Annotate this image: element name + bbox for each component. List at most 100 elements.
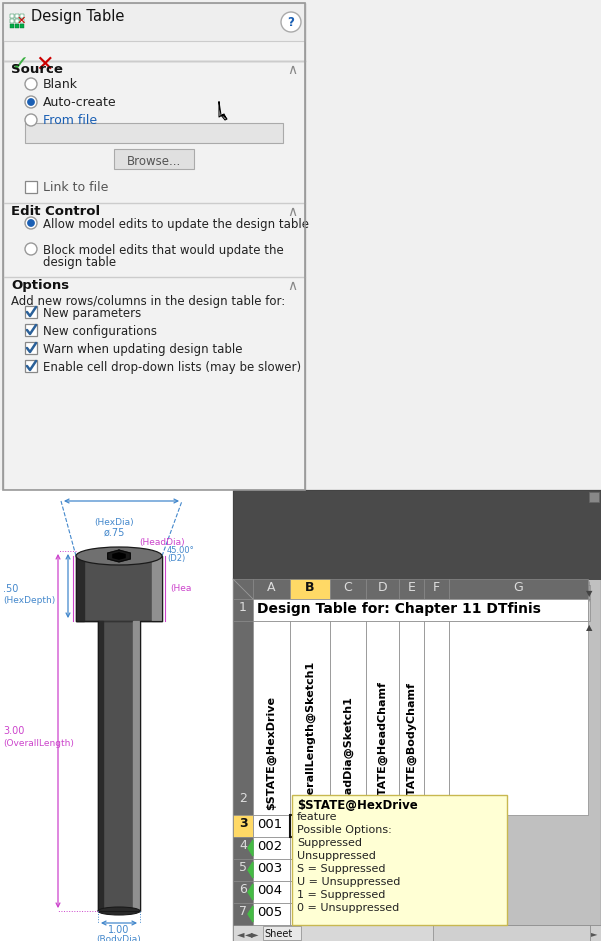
Text: Allow model edits to update the design table: Allow model edits to update the design t… bbox=[43, 218, 309, 231]
Text: ø.75: ø.75 bbox=[103, 528, 124, 538]
Bar bbox=[366, 881, 399, 903]
Text: Design Table for: Chapter 11 DTfinis: Design Table for: Chapter 11 DTfinis bbox=[257, 602, 541, 616]
Polygon shape bbox=[248, 884, 253, 900]
Text: HeadDia@Sketch1: HeadDia@Sketch1 bbox=[343, 696, 353, 810]
Bar bbox=[253, 621, 290, 815]
Text: 1 = Suppressed: 1 = Suppressed bbox=[297, 890, 385, 900]
Bar bbox=[15, 24, 19, 28]
Bar bbox=[0, 490, 601, 941]
Bar bbox=[10, 24, 14, 28]
Text: ►: ► bbox=[591, 929, 597, 938]
Text: ◄: ◄ bbox=[237, 929, 245, 939]
Bar bbox=[424, 621, 449, 815]
Text: 4: 4 bbox=[239, 839, 247, 852]
Text: 3.00: 3.00 bbox=[3, 726, 25, 736]
Bar bbox=[424, 881, 449, 903]
Text: S: S bbox=[294, 862, 302, 875]
Bar bbox=[424, 903, 449, 925]
Bar bbox=[233, 837, 253, 859]
Circle shape bbox=[25, 114, 37, 126]
Polygon shape bbox=[108, 550, 130, 562]
Polygon shape bbox=[98, 621, 140, 911]
Bar bbox=[366, 859, 399, 881]
Bar bbox=[233, 490, 601, 579]
Bar bbox=[290, 621, 330, 815]
Bar bbox=[399, 579, 424, 599]
Bar bbox=[15, 19, 19, 23]
Bar bbox=[233, 903, 253, 925]
Bar bbox=[114, 149, 194, 169]
Bar bbox=[588, 585, 590, 599]
Text: ✕: ✕ bbox=[16, 16, 26, 26]
Bar bbox=[3, 3, 305, 490]
Bar bbox=[399, 881, 424, 903]
Bar bbox=[290, 837, 330, 859]
Text: 1.5: 1.5 bbox=[370, 818, 391, 831]
Bar bbox=[399, 621, 424, 815]
Bar bbox=[25, 306, 37, 318]
Bar bbox=[366, 579, 399, 599]
Bar bbox=[3, 3, 305, 41]
Bar bbox=[253, 579, 290, 599]
Polygon shape bbox=[98, 621, 103, 911]
Text: Auto-create: Auto-create bbox=[43, 96, 117, 109]
Text: 1: 1 bbox=[239, 601, 247, 614]
Text: 5: 5 bbox=[239, 861, 247, 874]
Text: ∧: ∧ bbox=[287, 205, 297, 219]
Bar bbox=[330, 621, 366, 815]
Text: U: U bbox=[294, 884, 304, 897]
Circle shape bbox=[25, 96, 37, 108]
Bar bbox=[233, 925, 601, 941]
Bar bbox=[233, 621, 253, 815]
Bar bbox=[588, 599, 590, 621]
Bar bbox=[25, 324, 37, 336]
Polygon shape bbox=[248, 862, 253, 878]
Bar bbox=[399, 903, 424, 925]
Text: Source: Source bbox=[11, 63, 63, 76]
Text: 005: 005 bbox=[257, 906, 282, 919]
Text: Unsuppressed: Unsuppressed bbox=[297, 851, 376, 861]
Text: OverallLength@Sketch1: OverallLength@Sketch1 bbox=[305, 661, 315, 810]
Text: F: F bbox=[433, 581, 440, 594]
Bar bbox=[20, 24, 24, 28]
Text: E: E bbox=[407, 581, 415, 594]
Text: Suppressed: Suppressed bbox=[297, 838, 362, 848]
Text: Design Table: Design Table bbox=[31, 9, 124, 24]
Text: .50: .50 bbox=[3, 584, 19, 594]
Text: 3: 3 bbox=[334, 818, 343, 831]
Text: A: A bbox=[267, 581, 276, 594]
Bar bbox=[253, 903, 290, 925]
Polygon shape bbox=[152, 556, 162, 621]
Bar bbox=[263, 926, 301, 940]
Text: Warn when updating design table: Warn when updating design table bbox=[43, 343, 242, 356]
Bar bbox=[290, 859, 330, 881]
Text: Block model edits that would update the: Block model edits that would update the bbox=[43, 244, 284, 257]
Text: 004: 004 bbox=[257, 884, 282, 897]
Bar bbox=[366, 837, 399, 859]
Text: $STATE@BodyChamf: $STATE@BodyChamf bbox=[406, 682, 416, 810]
Text: ►: ► bbox=[251, 929, 258, 939]
Text: 001: 001 bbox=[257, 818, 282, 831]
Text: (HeadDia): (HeadDia) bbox=[139, 538, 185, 547]
Text: G: G bbox=[514, 581, 523, 594]
Bar bbox=[0, 490, 240, 941]
Bar bbox=[330, 881, 366, 903]
Ellipse shape bbox=[98, 907, 140, 915]
Circle shape bbox=[25, 243, 37, 255]
Polygon shape bbox=[76, 556, 162, 621]
Bar bbox=[25, 360, 37, 372]
Bar bbox=[25, 342, 37, 354]
Text: ?: ? bbox=[287, 16, 294, 29]
Text: (OverallLength): (OverallLength) bbox=[3, 739, 74, 748]
Bar bbox=[253, 837, 290, 859]
Text: Options: Options bbox=[11, 279, 69, 292]
Bar bbox=[20, 19, 24, 23]
Bar bbox=[317, 816, 329, 836]
Text: Blank: Blank bbox=[43, 78, 78, 91]
Text: Sheet: Sheet bbox=[264, 929, 292, 939]
Bar bbox=[330, 903, 366, 925]
Bar bbox=[233, 859, 253, 881]
Text: $STATE@HexDrive: $STATE@HexDrive bbox=[266, 696, 276, 810]
Bar bbox=[292, 795, 507, 925]
Text: ✓: ✓ bbox=[11, 55, 29, 75]
